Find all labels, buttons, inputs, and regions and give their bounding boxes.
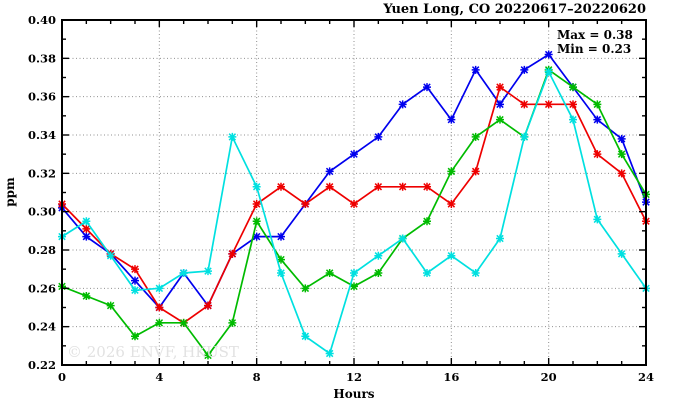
y-tick-label: 0.40 [28, 13, 56, 27]
legend-min-value: Min = 0.23 [557, 42, 631, 56]
x-tick-label: 20 [541, 370, 557, 384]
y-tick-label: 0.32 [28, 166, 56, 180]
x-tick-label: 12 [346, 370, 362, 384]
y-tick-label: 0.36 [28, 90, 56, 104]
y-tick-label: 0.26 [28, 281, 56, 295]
x-tick-label: 24 [638, 370, 654, 384]
x-tick-label: 0 [58, 370, 66, 384]
y-axis-label: ppm [3, 177, 17, 207]
grid-lines [62, 20, 646, 365]
watermark: © 2026 ENVF, HKUST [67, 343, 239, 361]
axis-ticks [61, 19, 647, 366]
x-tick-label: 16 [443, 370, 459, 384]
x-axis-label: Hours [333, 387, 374, 401]
y-tick-label: 0.38 [28, 51, 56, 65]
tick-labels: 0.22 0.24 0.26 0.28 0.30 0.32 0.34 0.36 0.38 0.40… [28, 13, 654, 384]
x-tick-label: 4 [155, 370, 163, 384]
y-tick-label: 0.24 [28, 320, 56, 334]
y-tick-label: 0.28 [28, 243, 56, 257]
y-tick-label: 0.30 [28, 205, 56, 219]
y-tick-label: 0.22 [28, 358, 56, 372]
chart-title: Yuen Long, CO 20220617–20220620 [382, 2, 646, 17]
x-tick-label: 8 [253, 370, 261, 384]
legend-max-value: Max = 0.38 [557, 28, 633, 42]
y-tick-label: 0.34 [28, 128, 56, 142]
